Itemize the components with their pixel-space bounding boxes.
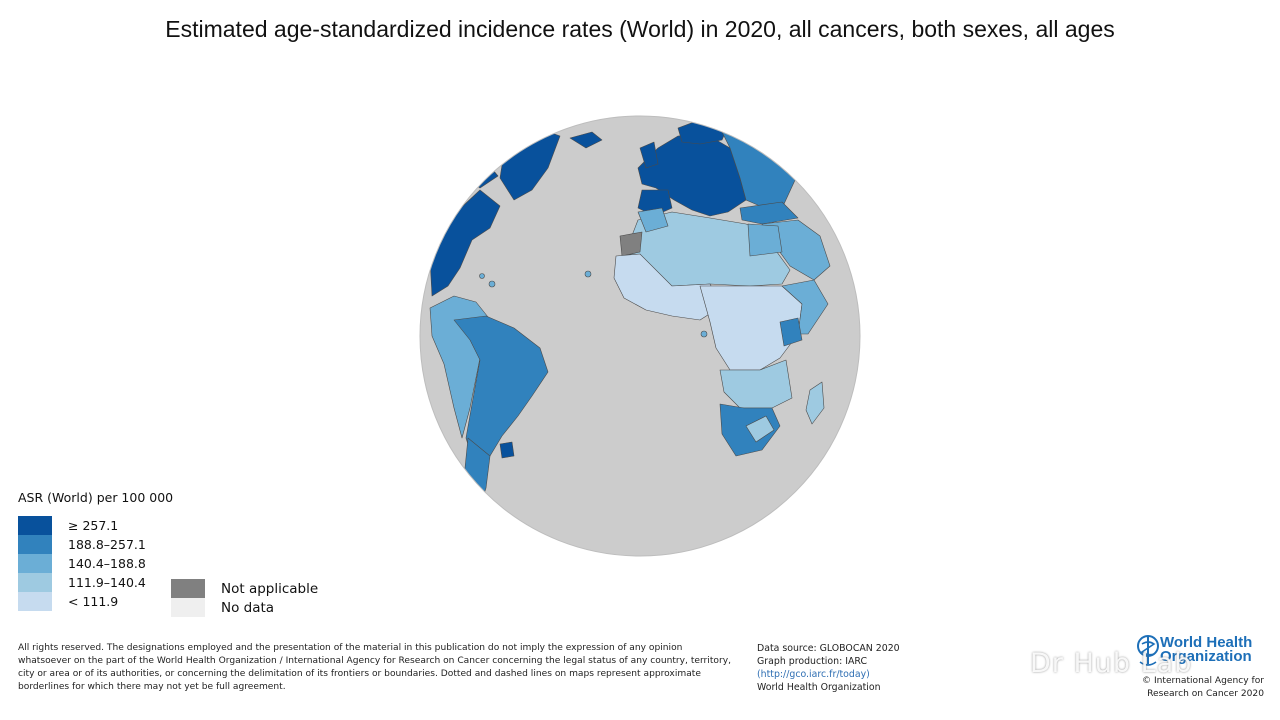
legend-swatch bbox=[18, 573, 52, 592]
region-central-africa[interactable] bbox=[699, 285, 803, 371]
region-north-america[interactable] bbox=[429, 189, 501, 297]
region-caribbean-1[interactable] bbox=[488, 280, 496, 288]
globe-outline bbox=[419, 115, 861, 557]
region-gulf-island[interactable] bbox=[700, 330, 708, 338]
source-line: Data source: GLOBOCAN 2020 bbox=[757, 643, 900, 654]
legend-label: 188.8–257.1 bbox=[68, 537, 146, 552]
source-line: World Health Organization bbox=[757, 682, 881, 693]
legend-item: 188.8–257.1 bbox=[18, 535, 173, 554]
region-iceland[interactable] bbox=[569, 131, 603, 149]
legend-label: 111.9–140.4 bbox=[68, 575, 146, 590]
region-west-africa[interactable] bbox=[613, 253, 723, 321]
who-emblem-icon bbox=[1137, 635, 1159, 666]
legend-label: No data bbox=[221, 599, 275, 616]
source-line: Graph production: IARC bbox=[757, 656, 867, 667]
who-name: World Health Organization bbox=[1160, 634, 1253, 665]
region-uruguay[interactable] bbox=[499, 441, 515, 459]
legend-special: Not applicable No data bbox=[171, 579, 318, 617]
legend-swatch bbox=[171, 598, 205, 617]
legend-label: 140.4–188.8 bbox=[68, 556, 146, 571]
who-logo: World Health Organization © Internationa… bbox=[1136, 634, 1266, 704]
legend: ASR (World) per 100 000 ≥ 257.1 188.8–25… bbox=[18, 490, 173, 611]
copyright: © International Agency for Research on C… bbox=[1141, 676, 1264, 699]
legend-item: 111.9–140.4 bbox=[18, 573, 173, 592]
legend-swatch bbox=[171, 579, 205, 598]
region-south-africa-inner[interactable] bbox=[745, 415, 775, 443]
disclaimer-text: All rights reserved. The designations em… bbox=[18, 643, 731, 692]
legend-label: ≥ 257.1 bbox=[68, 518, 119, 533]
region-east-africa-coast[interactable] bbox=[781, 279, 829, 335]
legend-item: ≥ 257.1 bbox=[18, 516, 173, 535]
legend-label: Not applicable bbox=[221, 580, 319, 597]
region-south-america-east[interactable] bbox=[453, 315, 549, 465]
legend-swatch bbox=[18, 535, 52, 554]
region-caribbean-2[interactable] bbox=[479, 273, 485, 279]
region-kenya[interactable] bbox=[779, 317, 803, 347]
legend-swatch bbox=[18, 554, 52, 573]
data-source: Data source: GLOBOCAN 2020 Graph product… bbox=[757, 642, 900, 694]
watermark: Dr Hub Lab bbox=[1030, 648, 1193, 679]
globe-map bbox=[419, 115, 861, 557]
legend-label: < 111.9 bbox=[68, 594, 119, 609]
legend-swatch bbox=[18, 592, 52, 611]
region-egypt[interactable] bbox=[747, 223, 783, 257]
source-link[interactable]: (http://gco.iarc.fr/today) bbox=[757, 669, 870, 680]
region-madagascar[interactable] bbox=[805, 381, 825, 425]
region-scandinavia[interactable] bbox=[677, 116, 731, 145]
region-uk[interactable] bbox=[639, 141, 659, 169]
legend-item-not-applicable: Not applicable bbox=[171, 579, 318, 598]
region-morocco[interactable] bbox=[637, 207, 669, 233]
region-atlantic-island[interactable] bbox=[584, 270, 592, 278]
legend-swatch bbox=[18, 516, 52, 535]
map-title: Estimated age-standardized incidence rat… bbox=[165, 16, 1115, 42]
legend-item: 140.4–188.8 bbox=[18, 554, 173, 573]
region-turkey[interactable] bbox=[739, 201, 799, 225]
legend-item-no-data: No data bbox=[171, 598, 318, 617]
region-western-sahara[interactable] bbox=[619, 231, 643, 257]
region-southern-africa-mid[interactable] bbox=[719, 359, 793, 409]
legend-title: ASR (World) per 100 000 bbox=[18, 490, 174, 505]
legend-item: < 111.9 bbox=[18, 592, 173, 611]
